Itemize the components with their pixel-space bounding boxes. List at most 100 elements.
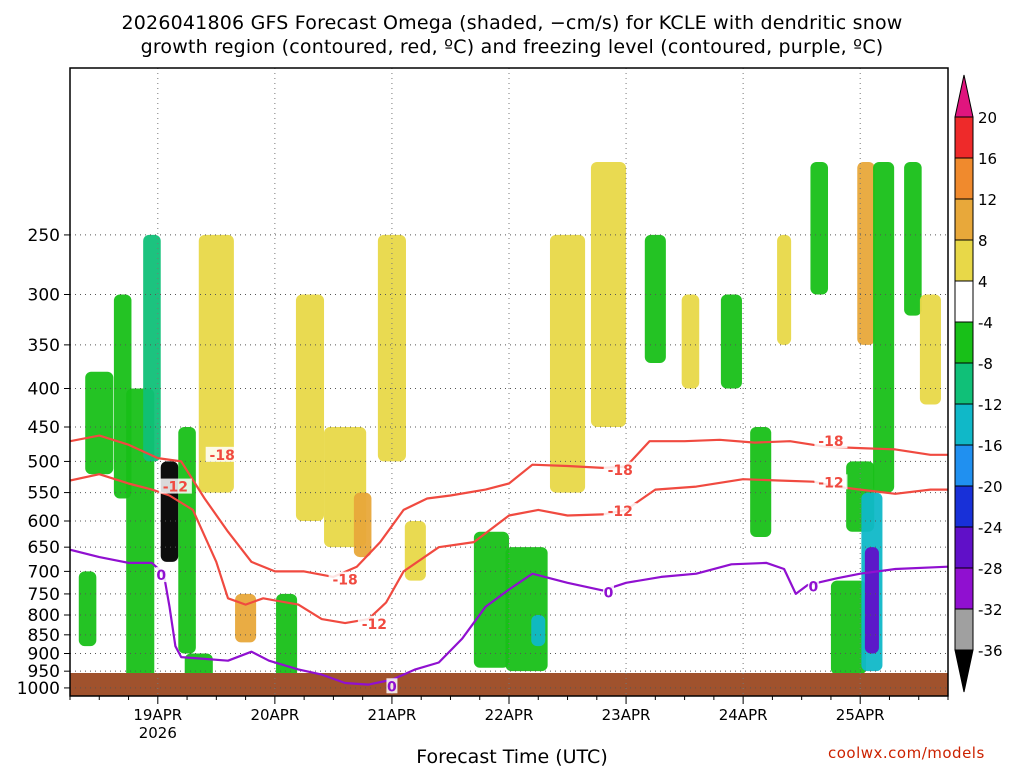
- y-tick-label: 500: [28, 452, 60, 472]
- contour-label-bg: [603, 584, 615, 600]
- credit-text: coolwx.com/models: [828, 744, 985, 762]
- contour-label: -12: [163, 480, 188, 496]
- y-tick-label: 950: [28, 662, 60, 682]
- contour-label: -12: [818, 475, 843, 491]
- x-tick-label: 20APR: [250, 706, 299, 724]
- contour-label-bg: [357, 615, 391, 631]
- omega-shade-blob: [777, 234, 792, 345]
- colorbar-label: 12: [978, 191, 997, 209]
- omega-shade-blob: [549, 234, 586, 493]
- y-tick-label: 550: [28, 484, 60, 504]
- colorbar-label: -28: [978, 560, 1003, 578]
- ground-terrain: [70, 673, 948, 696]
- y-tick-label: 650: [28, 538, 60, 558]
- x-tick-label: 22APR: [485, 706, 534, 724]
- colorbar-label: -32: [978, 601, 1003, 619]
- contour-label-layer: -18 -12 -18 -12 -18 -12 -18 -12 0 0 0 0: [155, 433, 848, 695]
- omega-shade-blob: [276, 593, 298, 695]
- colorbar-label: -16: [978, 437, 1003, 455]
- x-tick-label: 23APR: [602, 706, 651, 724]
- chart-title-line-1: 2026041806 GFS Forecast Omega (shaded, −…: [121, 12, 903, 34]
- y-tick-label: 850: [28, 626, 60, 646]
- colorbar-box: [954, 280, 974, 323]
- x-tick-label: 24APR: [719, 706, 768, 724]
- omega-shade-blob: [143, 234, 161, 462]
- colorbar-box: [954, 526, 974, 569]
- colorbar-box: [954, 321, 974, 364]
- omega-shade-blob: [126, 388, 155, 688]
- y-tick-label: 600: [28, 512, 60, 532]
- colorbar-label: 20: [978, 109, 997, 127]
- contour-label: 0: [387, 679, 397, 695]
- colorbar-box: [954, 198, 974, 241]
- contour-label: 0: [808, 579, 818, 595]
- contour-layer: [70, 434, 948, 686]
- omega-shade-blob: [505, 547, 548, 672]
- colorbar-box: [954, 608, 974, 651]
- contour-label: -18: [332, 573, 357, 589]
- colorbar-label: -36: [978, 642, 1003, 660]
- omega-shade-blob: [873, 162, 895, 493]
- omega-shade-blob: [857, 162, 875, 345]
- contour-label-bg: [155, 567, 167, 583]
- contour-label: -18: [818, 434, 843, 450]
- y-tick-label: 750: [28, 585, 60, 605]
- colorbar-label: 16: [978, 150, 997, 168]
- colorbar-box: [954, 362, 974, 405]
- omega-shade-blob: [590, 162, 627, 427]
- contour-label-bg: [158, 478, 192, 494]
- y-tick-label: 700: [28, 562, 60, 582]
- colorbar-label: 8: [978, 232, 988, 250]
- omega-shade-blob: [720, 294, 742, 389]
- colorbar-box: [954, 116, 974, 159]
- omega-shade-blob: [295, 294, 325, 522]
- colorbar-box: [954, 157, 974, 200]
- y-tick-label: 450: [28, 418, 60, 438]
- dgz-contour-minus18: [70, 434, 948, 578]
- y-tick-label: 300: [28, 286, 60, 306]
- colorbar-box: [954, 485, 974, 528]
- y-tick-label: 250: [28, 226, 60, 246]
- colorbar-label: 4: [978, 273, 988, 291]
- colorbar-box: [954, 239, 974, 282]
- colorbar-top-arrow: [954, 74, 974, 118]
- omega-shade-blob: [830, 580, 867, 675]
- omega-shade-blob: [235, 593, 257, 643]
- y-tick-label: 350: [28, 336, 60, 356]
- contour-label-bg: [807, 578, 819, 594]
- colorbar-label: -12: [978, 396, 1003, 414]
- contour-label-bg: [603, 503, 637, 519]
- omega-shade-blob: [78, 571, 97, 647]
- colorbar-box: [954, 403, 974, 446]
- omega-shade-blob: [644, 234, 666, 364]
- contour-label-bg: [814, 433, 848, 449]
- omega-shade-blob: [904, 162, 922, 316]
- omega-shade-blob: [473, 531, 509, 668]
- y-tick-label: 800: [28, 606, 60, 626]
- freezing-level-contour: [70, 548, 948, 686]
- omega-shade-blob: [85, 371, 114, 475]
- x-axis-title: Forecast Time (UTC): [416, 746, 608, 768]
- contour-label: -18: [608, 463, 633, 479]
- omega-shade-blob: [864, 547, 879, 654]
- omega-shade-blob: [531, 615, 546, 647]
- colorbar-label: -24: [978, 519, 1003, 537]
- colorbar-box: [954, 444, 974, 487]
- contour-label-bg: [603, 461, 637, 477]
- omega-shade-blob: [198, 234, 234, 493]
- x-tick-label: 25APR: [836, 706, 885, 724]
- colorbar-label: -20: [978, 478, 1003, 496]
- dgz-contour-minus12: [70, 473, 948, 625]
- contour-label-bg: [814, 474, 848, 490]
- colorbar: 20 16 12 8 4 -4 -8 -12 -16 -20 -24 -28 -32 -36: [954, 74, 1003, 693]
- contour-label: 0: [156, 568, 166, 584]
- y-tick-label: 1000: [17, 679, 60, 699]
- x-tick-label: 21APR: [368, 706, 417, 724]
- omega-shade-blob: [750, 426, 772, 537]
- colorbar-label: -8: [978, 355, 993, 373]
- colorbar-bottom-arrow: [954, 649, 974, 693]
- y-tick-label: 400: [28, 380, 60, 400]
- omega-shading-layer: [78, 162, 941, 695]
